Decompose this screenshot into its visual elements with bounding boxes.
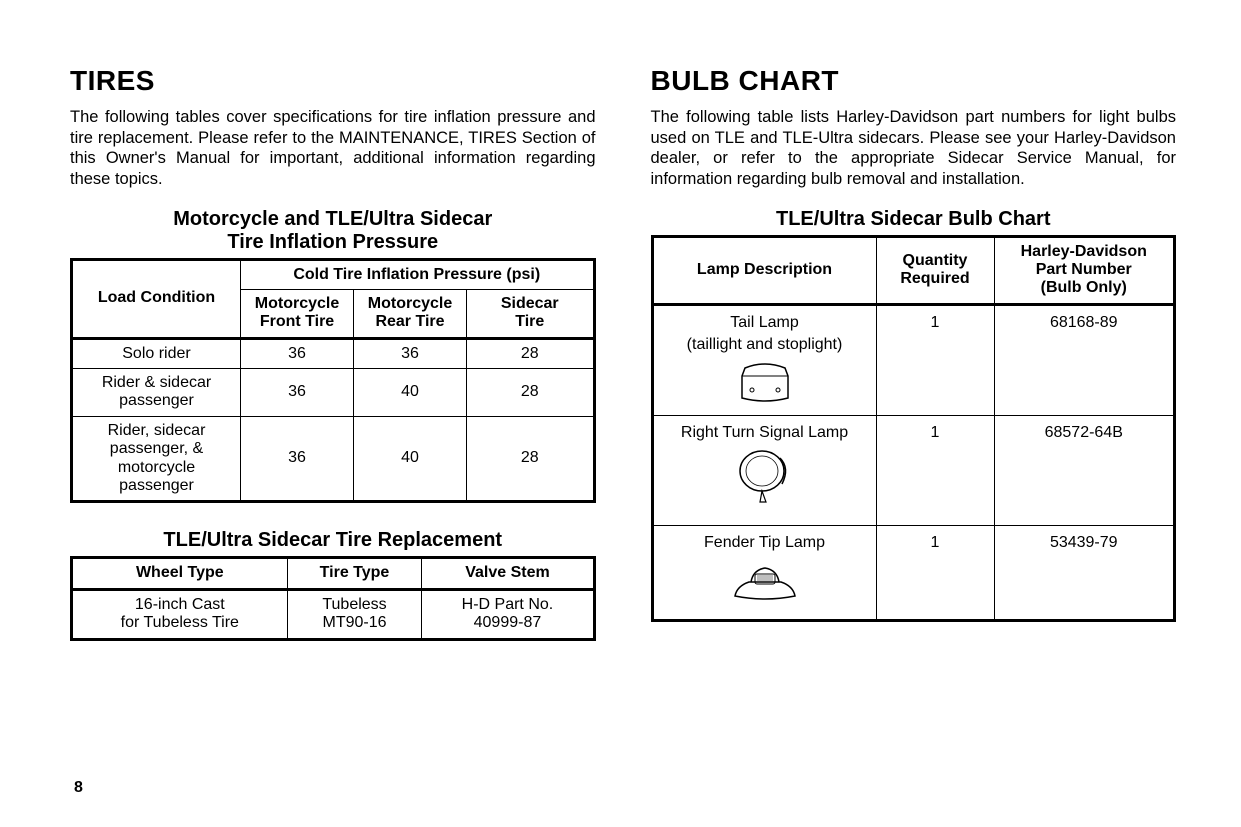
col-part-number: Harley-DavidsonPart Number(Bulb Only) xyxy=(994,236,1175,304)
table-row: Fender Tip Lamp 1 53439-79 xyxy=(652,525,1175,620)
col-valve-stem: Valve Stem xyxy=(422,558,594,589)
bulb-chart-table-title: TLE/Ultra Sidecar Bulb Chart xyxy=(651,208,1177,231)
tire-pressure-title-l1: Motorcycle and TLE/Ultra Sidecar xyxy=(173,208,492,230)
col-cold-pressure-group: Cold Tire Inflation Pressure (psi) xyxy=(241,259,595,289)
tire-replacement-table-title: TLE/Ultra Sidecar Tire Replacement xyxy=(70,529,596,552)
col-sidecar-tire: SidecarTire xyxy=(467,289,595,338)
col-quantity-required: QuantityRequired xyxy=(876,236,994,304)
col-rear-tire: MotorcycleRear Tire xyxy=(354,289,467,338)
tire-pressure-table: Load Condition Cold Tire Inflation Press… xyxy=(70,258,596,504)
turn-signal-lamp-icon xyxy=(730,446,800,506)
bulb-chart-heading: BULB CHART xyxy=(651,65,1177,97)
table-row: Right Turn Signal Lamp 1 68572-64B xyxy=(652,415,1175,525)
bulb-chart-column: BULB CHART The following table lists Har… xyxy=(651,65,1177,641)
col-tire-type: Tire Type xyxy=(287,558,422,589)
tires-heading: TIRES xyxy=(70,65,596,97)
table-row: Tail Lamp (taillight and stoplight) 1 68… xyxy=(652,304,1175,415)
tire-replacement-table: Wheel Type Tire Type Valve Stem 16-inch … xyxy=(70,556,596,640)
bulb-chart-table: Lamp Description QuantityRequired Harley… xyxy=(651,235,1177,622)
page-number: 8 xyxy=(70,779,1176,797)
table-row: Solo rider 36 36 28 xyxy=(72,338,595,368)
tire-pressure-title-l2: Tire Inflation Pressure xyxy=(227,231,438,253)
tire-pressure-table-title: Motorcycle and TLE/Ultra Sidecar Tire In… xyxy=(70,208,596,254)
col-load-condition: Load Condition xyxy=(72,259,241,338)
table-row: Rider, sidecar passenger, & motorcycle p… xyxy=(72,416,595,502)
tail-lamp-icon xyxy=(730,358,800,408)
bulb-chart-intro-text: The following table lists Harley-Davidso… xyxy=(651,107,1177,190)
table-row: Rider & sidecar passenger 36 40 28 xyxy=(72,369,595,417)
table-row: 16-inch Castfor Tubeless Tire TubelessMT… xyxy=(72,589,595,639)
fender-tip-lamp-icon xyxy=(725,556,805,604)
col-lamp-description: Lamp Description xyxy=(652,236,876,304)
col-wheel-type: Wheel Type xyxy=(72,558,288,589)
tires-column: TIRES The following tables cover specifi… xyxy=(70,65,596,641)
col-front-tire: MotorcycleFront Tire xyxy=(241,289,354,338)
tires-intro-text: The following tables cover specification… xyxy=(70,107,596,190)
